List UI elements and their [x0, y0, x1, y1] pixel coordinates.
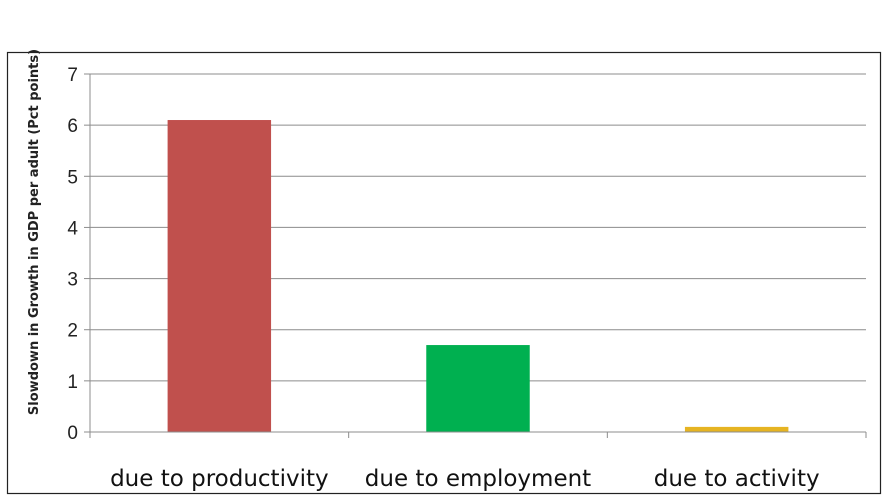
y-tick-label: 3 — [67, 270, 78, 291]
bars — [167, 120, 789, 433]
bar — [684, 426, 789, 432]
y-tick-label: 4 — [67, 218, 78, 239]
axes — [84, 73, 867, 438]
bar — [426, 345, 530, 432]
y-tick-label: 0 — [67, 423, 78, 444]
plot-frame — [6, 51, 882, 495]
y-tick-label: 6 — [67, 116, 78, 137]
y-tick-label: 7 — [67, 65, 78, 86]
x-category-label: due to activity — [654, 466, 820, 492]
x-category-label: due to employment — [365, 466, 591, 492]
x-category-label: due to productivity — [110, 466, 329, 492]
y-tick-label: 5 — [67, 167, 78, 188]
labels: 0 1 2 3 4 5 6 7 due to productivity due to employ… — [67, 65, 819, 492]
y-tick-label: 2 — [67, 321, 78, 342]
bar — [167, 120, 272, 433]
y-axis-label: Slowdown in Growth in GDP per adult (Pct… — [27, 49, 42, 415]
y-tick-label: 1 — [67, 372, 78, 393]
